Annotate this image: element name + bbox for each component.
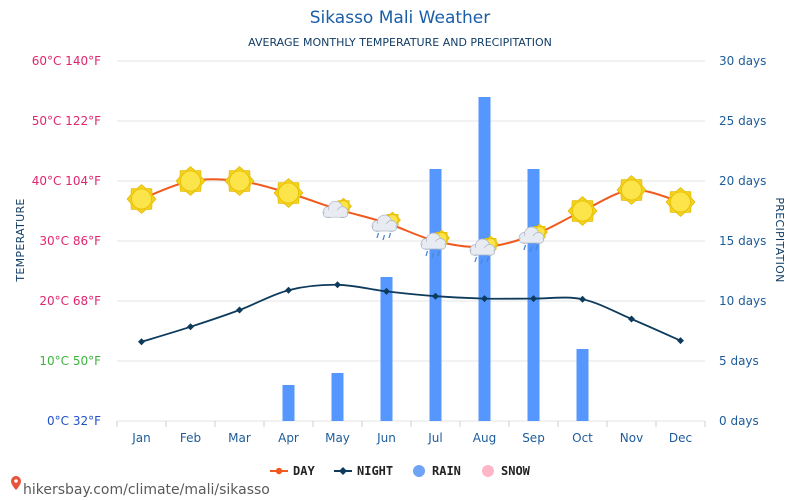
legend-rain-label: RAIN [432, 464, 461, 478]
y2-tick-label: 30 days [719, 54, 766, 68]
x-tick-label: Dec [669, 431, 692, 445]
night-point [432, 292, 439, 300]
chart-legend: DAY NIGHT RAIN SNOW [270, 464, 531, 478]
night-series-line [141, 283, 681, 343]
day-series-line [141, 178, 681, 249]
sun-icon [567, 196, 598, 226]
y-axis-title: TEMPERATURE [14, 198, 27, 282]
legend-item-rain[interactable]: RAIN [413, 464, 461, 478]
x-tick-label: Oct [572, 431, 593, 445]
legend-item-night[interactable]: NIGHT [334, 464, 393, 478]
legend-snow-label: SNOW [501, 464, 531, 478]
x-tick-label: May [325, 431, 350, 445]
night-point [285, 286, 292, 294]
night-point [579, 295, 586, 303]
night-point [530, 295, 537, 303]
x-tick-label: Jun [376, 431, 396, 445]
y-tick-label: 30°C 86°F [39, 234, 101, 248]
rain-bars [282, 97, 589, 421]
x-tick-label: Apr [278, 431, 299, 445]
legend-night-label: NIGHT [357, 464, 393, 478]
x-tick-label: Jan [131, 431, 151, 445]
y2-tick-label: 15 days [719, 234, 766, 248]
rain-bar [478, 97, 491, 421]
legend-day-marker [275, 467, 283, 475]
legend-rain-marker [413, 465, 425, 477]
chart-title: Sikasso Mali Weather [310, 8, 491, 28]
sun-icon [224, 166, 255, 196]
rain-bar [576, 349, 589, 421]
rain-bar [282, 385, 295, 421]
chart-subtitle: AVERAGE MONTHLY TEMPERATURE AND PRECIPIT… [248, 36, 552, 49]
legend-snow-marker [482, 465, 494, 477]
x-tick-label: Feb [180, 431, 201, 445]
x-tick-label: Nov [620, 431, 643, 445]
legend-night-marker [339, 467, 347, 475]
sun-icon [175, 166, 206, 196]
night-point [677, 337, 684, 345]
night-point [138, 338, 145, 346]
source-link[interactable]: hikersbay.com/climate/mali/sikasso [11, 476, 270, 498]
night-point [481, 295, 488, 303]
y2-tick-label: 10 days [719, 294, 766, 308]
y2-tick-label: 25 days [719, 114, 766, 128]
x-tick-label: Aug [473, 431, 496, 445]
sun-cloud-rain-icon [518, 223, 548, 253]
x-tick-label: Jul [427, 431, 442, 445]
y2-tick-label: 20 days [719, 174, 766, 188]
grid-lines [116, 60, 706, 427]
source-url: hikersbay.com/climate/mali/sikasso [23, 482, 270, 498]
legend-item-snow[interactable]: SNOW [482, 464, 531, 478]
y-tick-label: 0°C 32°F [47, 414, 101, 428]
x-tick-label: Sep [522, 431, 545, 445]
y2-axis-title: PRECIPITATION [773, 197, 786, 282]
sun-cloud-rain-icon [420, 229, 450, 259]
sun-icon [616, 175, 647, 205]
sun-icon [665, 187, 696, 217]
temperature-lines [138, 178, 684, 346]
rain-bar [331, 373, 344, 421]
sun-cloud-rain-icon [371, 211, 401, 241]
axis-labels: 60°C 140°F 50°C 122°F 40°C 104°F 30°C 86°F 2… [32, 54, 767, 445]
y-tick-label: 40°C 104°F [32, 174, 101, 188]
legend-day-label: DAY [293, 464, 315, 478]
sun-cloud-rain-icon [469, 235, 499, 265]
sun-icon [126, 184, 157, 214]
location-pin-icon [11, 476, 21, 490]
weather-icons [126, 166, 696, 265]
sun-icon [273, 178, 304, 208]
y2-tick-label: 0 days [719, 414, 759, 428]
rain-bar [527, 169, 540, 421]
y-tick-label: 20°C 68°F [39, 294, 101, 308]
night-point [628, 315, 635, 323]
night-point [383, 287, 390, 295]
x-tick-label: Mar [228, 431, 251, 445]
y-tick-label: 10°C 50°F [39, 354, 101, 368]
night-point [236, 306, 243, 314]
sun-cloud-icon [322, 197, 352, 219]
legend-item-day[interactable]: DAY [270, 464, 315, 478]
y2-tick-label: 5 days [719, 354, 759, 368]
y-tick-label: 60°C 140°F [32, 54, 101, 68]
y-tick-label: 50°C 122°F [32, 114, 101, 128]
night-point [187, 323, 194, 331]
rain-bar [380, 277, 393, 421]
night-point [334, 281, 341, 289]
